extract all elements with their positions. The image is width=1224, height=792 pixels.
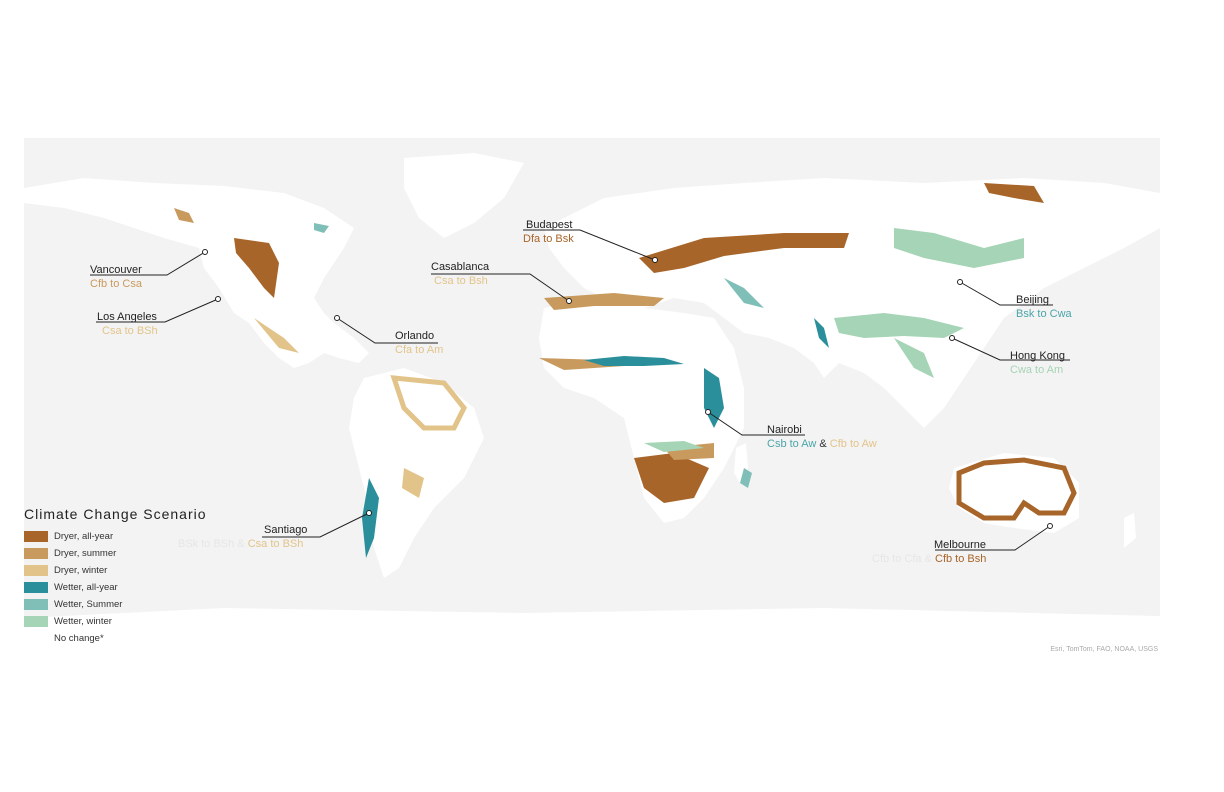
city-name: Orlando [395,330,435,342]
legend-swatch [24,565,48,576]
city-name: Budapest [526,219,573,231]
city-label-vancouver[interactable]: Vancouver Cfb to Csa [90,264,142,290]
city-label-los-angeles[interactable]: Los Angeles Csa to BSh [97,311,158,337]
climate-change-text: Csb to Aw & Cfb to Aw [767,438,877,450]
legend-rows: Dryer, all-year Dryer, summer Dryer, winte… [24,528,207,647]
city-name: Hong Kong [1010,350,1066,362]
climate-change-a: Cfb to Cfa [872,553,922,565]
legend-label: Wetter, winter [54,616,112,627]
city-label-casablanca[interactable]: Casablanca Csa to Bsh [431,261,489,287]
city-name: Vancouver [90,264,142,276]
climate-change-text: Cfa to Am [395,344,444,356]
marker-los-angeles [215,296,221,302]
dryer-summer-regions [174,208,714,460]
city-name: Melbourne [934,539,986,551]
city-name: Los Angeles [97,311,157,323]
climate-change-b: Cfb to Aw [829,438,877,450]
climate-change-text: Dfa to Bsk [523,233,574,245]
dryer-winter-regions [254,318,467,498]
climate-change-a: BSk to BSh [178,538,235,550]
landmass-north-america [24,178,369,368]
climate-change-text: Csa to Bsh [434,275,488,287]
wetter-summer-regions [314,223,764,488]
ampersand: & [237,538,245,550]
legend-item[interactable]: Dryer, winter [24,562,207,579]
marker-budapest [652,257,658,263]
city-label-nairobi[interactable]: Nairobi Csb to Aw & Cfb to Aw [767,424,877,450]
legend-title: Climate Change Scenario [24,506,207,522]
marker-beijing [957,279,963,285]
attribution: Esri, TomTom, FAO, NOAA, USGS [1050,646,1158,653]
city-label-budapest[interactable]: Budapest Dfa to Bsk [523,219,574,245]
legend-item[interactable]: No change* [24,630,207,647]
legend-label: Dryer, all-year [54,531,114,542]
climate-change-text: Bsk to Cwa [1016,308,1072,320]
legend-item[interactable]: Wetter, winter [24,613,207,630]
climate-change-text: BSk to BSh & Csa to BSh [178,538,307,550]
city-label-beijing[interactable]: Beijing Bsk to Cwa [1016,294,1072,320]
marker-melbourne [1047,523,1053,529]
landmass-antarctica [24,608,1160,644]
marker-orlando [334,315,340,321]
city-label-orlando[interactable]: Orlando Cfa to Am [395,330,443,356]
wetter-winter-regions [644,228,1024,452]
legend-label: Wetter, Summer [54,599,123,610]
legend-swatch [24,599,48,610]
legend-swatch [24,531,48,542]
marker-santiago [366,510,372,516]
marker-casablanca [566,298,572,304]
legend-item[interactable]: Wetter, all-year [24,579,207,596]
landmass-new-zealand [1124,513,1136,548]
marker-vancouver [202,249,208,255]
legend-label: No change* [54,633,104,644]
marker-nairobi [705,409,711,415]
climate-change-b: Csa to BSh [247,538,304,550]
landmass-greenland [404,153,524,238]
climate-change-text: Csa to BSh [102,325,158,337]
ampersand: & [924,553,932,565]
world-map[interactable] [24,138,1160,644]
legend: Climate Change Scenario Dryer, all-year D… [24,506,207,647]
city-name: Santiago [264,524,308,536]
legend-item[interactable]: Wetter, Summer [24,596,207,613]
city-label-hong-kong[interactable]: Hong Kong Cwa to Am [1010,350,1065,376]
legend-swatch [24,616,48,627]
city-name: Nairobi [767,424,802,436]
city-name: Casablanca [431,261,490,273]
ampersand: & [819,438,827,450]
dryer-all-year-regions [234,183,1077,521]
map-panel[interactable] [24,138,1160,644]
legend-item[interactable]: Dryer, all-year [24,528,207,545]
city-name: Beijing [1016,294,1050,306]
city-label-melbourne[interactable]: Melbourne Cfb to Cfa & Cfb to Bsh [872,539,986,565]
climate-change-text: Cfb to Csa [90,278,142,290]
marker-hong-kong [949,335,955,341]
landmass-south-america [349,368,484,578]
legend-swatch [24,633,48,644]
climate-change-a: Csb to Aw [767,438,817,450]
legend-item[interactable]: Dryer, summer [24,545,207,562]
climate-change-text: Cfb to Cfa & Cfb to Bsh [872,553,986,565]
city-label-santiago[interactable]: Santiago BSk to BSh & Csa to BSh [178,524,307,550]
climate-change-b: Cfb to Bsh [935,553,987,565]
climate-change-text: Cwa to Am [1010,364,1064,376]
legend-label: Dryer, winter [54,565,108,576]
legend-swatch [24,582,48,593]
legend-label: Dryer, summer [54,548,117,559]
legend-swatch [24,548,48,559]
legend-label: Wetter, all-year [54,582,118,593]
